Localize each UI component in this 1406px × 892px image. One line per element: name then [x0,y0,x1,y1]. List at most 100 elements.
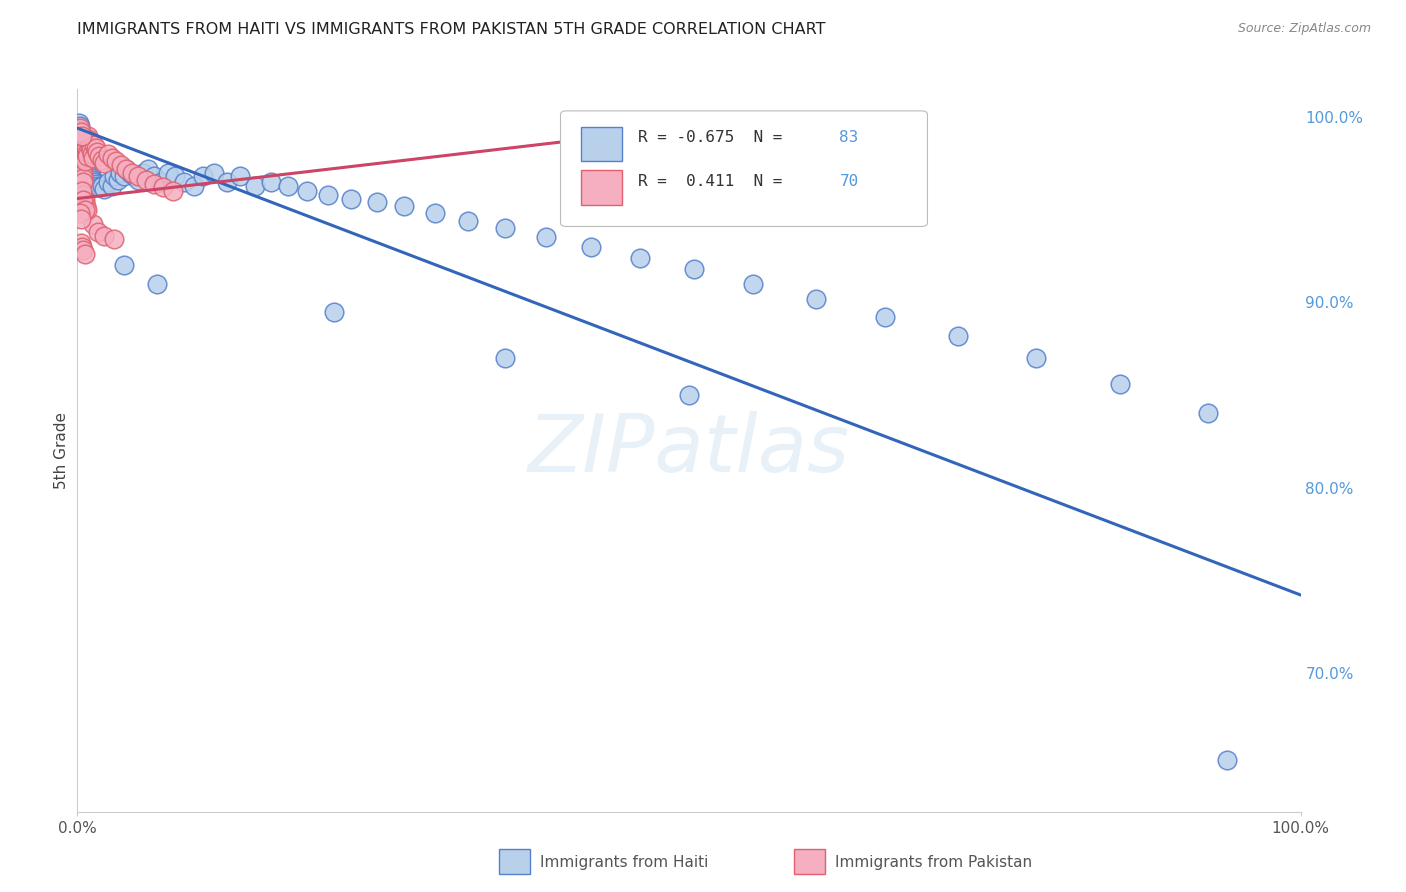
Point [579,240,602,254]
Point [79,168,101,182]
Point [80,147,103,161]
Point [70,151,93,165]
Point [79,139,101,153]
Point [105,154,128,169]
Point [75,137,97,152]
Point [804,292,827,306]
Point [82,173,104,187]
Point [70,156,93,170]
Point [110,158,132,172]
Point [70,211,93,226]
Point [73,247,96,261]
Point [173,175,195,189]
Point [72,187,94,202]
Point [323,304,346,318]
Point [1216,753,1239,767]
Point [72,168,94,182]
Point [79,136,101,150]
Point [135,173,157,187]
FancyBboxPatch shape [561,111,928,227]
Point [100,151,122,165]
Point [70,165,93,179]
Point [67,115,90,129]
Point [115,161,138,176]
Point [103,232,125,246]
Point [340,192,363,206]
Point [73,153,96,167]
Point [76,145,98,160]
Point [77,163,100,178]
Point [97,147,120,161]
Point [90,153,112,167]
Point [243,178,266,193]
Point [678,388,700,402]
Point [682,261,704,276]
Point [72,194,94,208]
Point [76,160,98,174]
Point [149,175,172,189]
Point [70,134,93,148]
Point [946,328,969,343]
Point [89,180,111,194]
Point [75,134,97,148]
Point [73,151,96,165]
Point [495,221,517,235]
Point [873,310,896,324]
Text: 83: 83 [839,130,859,145]
Point [143,169,166,184]
Point [70,184,93,198]
Bar [581,127,621,161]
Point [132,165,155,179]
Point [70,139,93,153]
Point [69,147,91,161]
Point [75,153,97,167]
Point [215,175,238,189]
Point [89,149,111,163]
Point [1197,406,1219,420]
Point [93,228,115,243]
Point [259,175,281,189]
Point [392,199,415,213]
Point [83,175,105,189]
Point [70,128,93,143]
Point [70,125,93,139]
Point [80,144,103,158]
Point [112,258,135,272]
Point [69,144,91,158]
Point [93,156,115,170]
Bar [581,170,621,205]
Point [103,169,125,184]
Point [202,165,225,179]
Point [73,147,96,161]
Point [87,225,110,239]
Point [84,177,107,191]
Point [146,277,169,291]
Point [72,244,94,258]
Point [77,161,100,176]
Point [97,175,120,189]
Text: Source: ZipAtlas.com: Source: ZipAtlas.com [1237,22,1371,36]
Point [70,128,93,143]
Point [229,169,252,184]
Point [73,151,96,165]
Point [70,158,93,172]
Point [136,161,159,176]
Point [457,213,479,227]
Point [112,169,135,184]
Point [121,165,143,179]
Point [70,154,93,169]
Point [80,171,103,186]
Point [75,199,97,213]
Point [628,251,651,265]
Point [93,182,115,196]
Point [495,351,517,365]
Point [70,161,93,176]
Point [69,139,91,153]
Point [277,178,299,193]
Point [76,158,98,172]
Point [143,177,166,191]
Point [69,136,91,150]
Point [741,277,763,291]
Point [75,156,97,170]
Point [76,202,98,217]
